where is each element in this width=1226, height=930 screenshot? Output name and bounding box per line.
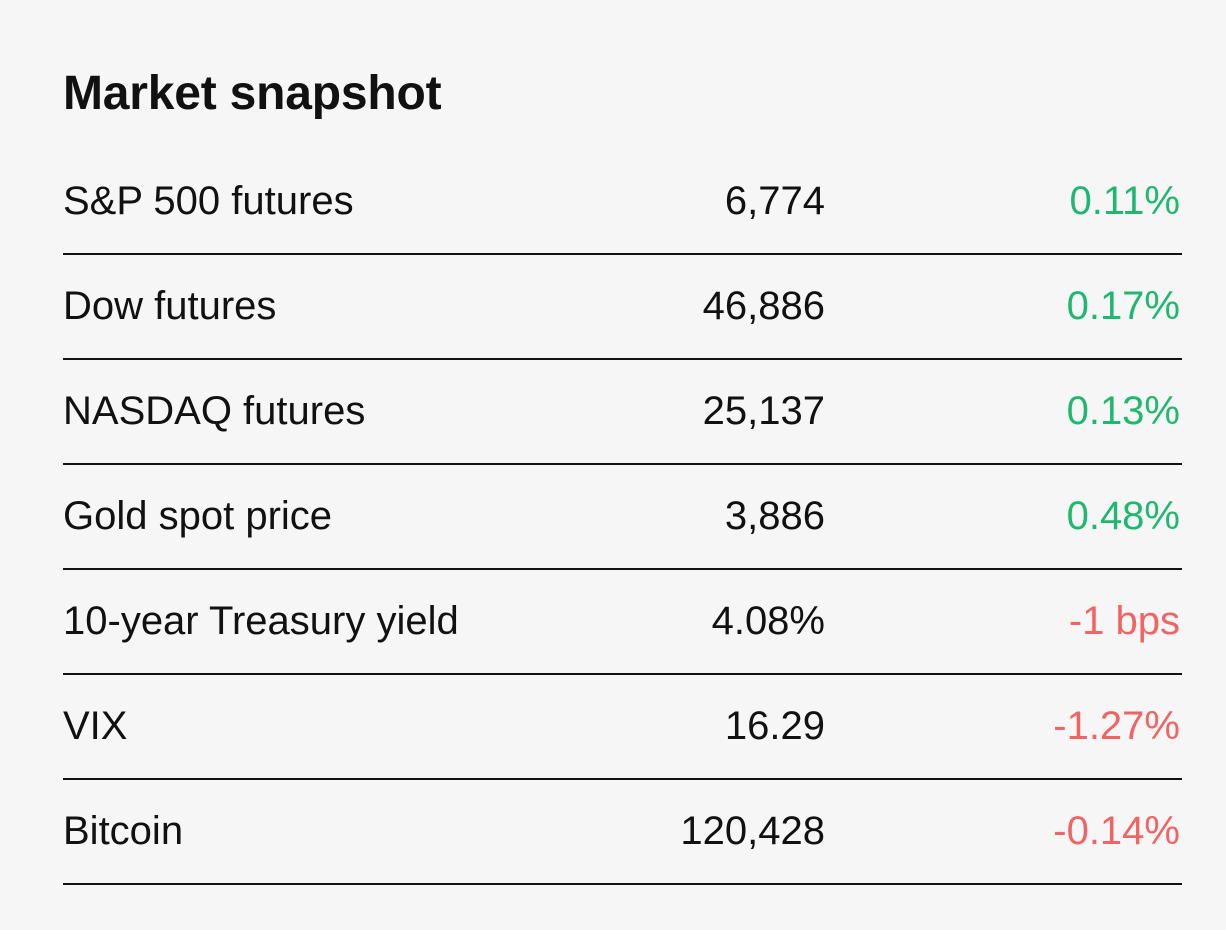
instrument-name: 10-year Treasury yield [63,599,459,643]
instrument-value: 16.29 [724,704,825,748]
instrument-name: NASDAQ futures [63,389,366,433]
instrument-change: 0.11% [1069,179,1180,223]
instrument-value: 4.08% [711,599,825,643]
instrument-value: 6,774 [724,179,825,223]
instrument-change: -0.14% [1053,809,1180,853]
instrument-name: S&P 500 futures [63,179,354,223]
instrument-change: 0.48% [1066,494,1180,538]
table-row: Bitcoin 120,428 -0.14% [63,780,1182,885]
instrument-value: 46,886 [702,284,825,328]
instrument-value: 25,137 [702,389,825,433]
instrument-change: 0.13% [1066,389,1180,433]
table-row: Gold spot price 3,886 0.48% [63,465,1182,570]
table-row: 10-year Treasury yield 4.08% -1 bps [63,570,1182,675]
instrument-change: 0.17% [1066,284,1180,328]
table-row: VIX 16.29 -1.27% [63,675,1182,780]
table-row: NASDAQ futures 25,137 0.13% [63,360,1182,465]
page-title: Market snapshot [63,67,442,120]
instrument-name: VIX [63,704,128,748]
instrument-change: -1.27% [1053,704,1180,748]
table-row: S&P 500 futures 6,774 0.11% [63,150,1182,255]
instrument-value: 120,428 [680,809,825,853]
instrument-change: -1 bps [1068,599,1180,643]
instrument-name: Dow futures [63,284,277,328]
market-table: S&P 500 futures 6,774 0.11% Dow futures … [63,150,1182,885]
instrument-name: Gold spot price [63,494,333,538]
instrument-value: 3,886 [724,494,825,538]
instrument-name: Bitcoin [63,809,184,853]
table-row: Dow futures 46,886 0.17% [63,255,1182,360]
